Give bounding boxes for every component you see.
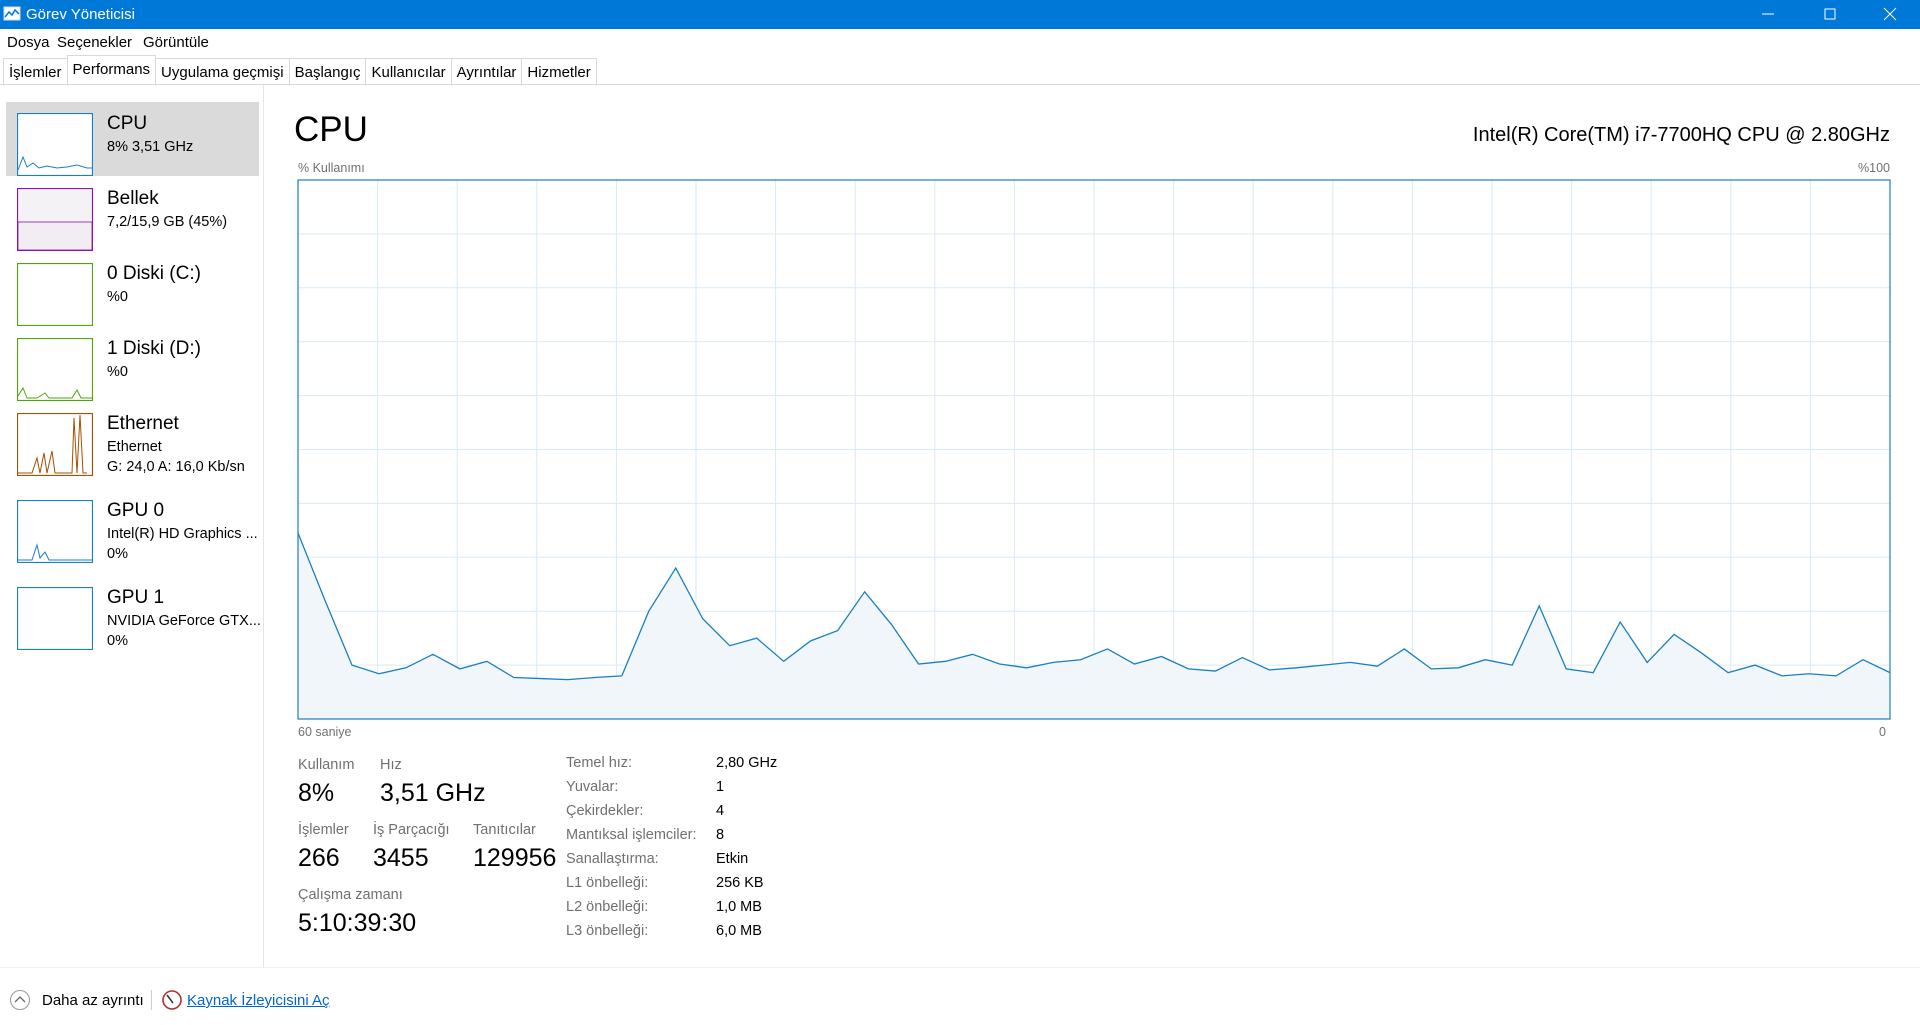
stat-label: Kullanım (298, 757, 355, 773)
stat-label: İş Parçacığı (373, 822, 450, 838)
resource-monitor-link[interactable]: Kaynak İzleyicisini Aç (187, 992, 330, 1009)
menu-item[interactable]: Görüntüle (143, 34, 209, 51)
spec-value: Etkin (716, 851, 749, 867)
tab-bar: İşlemler Performans Uygulama geçmişi Başlan… (3, 55, 597, 86)
thumbnail[interactable] (17, 500, 93, 563)
y-axis-label: % Kullanımı (298, 161, 365, 175)
menu-bar: Dosya Seçenekler Görüntüle (0, 29, 1920, 55)
sidebar-detail: G: 24,0 A: 16,0 Kb/sn (107, 459, 245, 475)
stat-value: 8% (298, 779, 335, 807)
spec-label: Mantıksal işlemciler: (566, 827, 697, 843)
tab[interactable]: Ayrıntılar (450, 58, 523, 86)
thumbnail[interactable] (17, 188, 93, 251)
usage-line (297, 532, 1891, 681)
menu-item[interactable]: Dosya (7, 34, 50, 51)
spec-value: 1,0 MB (716, 899, 762, 915)
less-details-icon[interactable] (9, 989, 31, 1011)
menu-item[interactable]: Seçenekler (57, 34, 133, 51)
footer-line (0, 967, 1920, 968)
spec-value: 256 KB (716, 875, 764, 891)
thumb-line (18, 543, 92, 561)
sidebar-detail: NVIDIA GeForce GTX... (107, 613, 261, 629)
stat-value: 266 (298, 844, 340, 872)
tab-line (0, 84, 1920, 85)
thumb-frame (17, 338, 93, 401)
app-icon (3, 6, 21, 21)
stat-label: Tanıtıcılar (473, 822, 536, 838)
thumbnail[interactable] (17, 263, 93, 326)
spec-value: 1 (716, 779, 725, 795)
tab[interactable]: Uygulama geçmişi (155, 58, 290, 86)
spec-value: 8 (716, 827, 725, 843)
spec-label: Yuvalar: (566, 779, 619, 795)
spec-label: Temel hız: (566, 755, 633, 771)
thumbnail[interactable] (17, 587, 93, 650)
thumbnail[interactable] (17, 338, 93, 401)
stat-label: Hız (380, 757, 402, 773)
y-max-label: %100 (1858, 161, 1890, 175)
sidebar-name[interactable]: 1 Diski (D:) (107, 338, 201, 359)
thumb-line (17, 155, 92, 171)
less-details[interactable]: Daha az ayrıntı (42, 992, 144, 1009)
stat-label: İşlemler (298, 822, 349, 838)
sidebar-name[interactable]: Ethernet (107, 413, 179, 434)
cpu-model: Intel(R) Core(TM) i7-7700HQ CPU @ 2.80GH… (1472, 124, 1890, 146)
thumb-frame (17, 587, 93, 650)
spec-label: L2 önbelleği: (566, 899, 649, 915)
spec-label: Çekirdekler: (566, 803, 644, 819)
tab[interactable]: Hizmetler (521, 58, 597, 86)
usage-area (298, 533, 1890, 719)
spec-label: Sanallaştırma: (566, 851, 659, 867)
stat-value: 129956 (473, 844, 557, 872)
tab[interactable]: Performans (66, 55, 157, 86)
separator (263, 85, 264, 967)
tab[interactable]: Başlangıç (288, 58, 367, 86)
spec-label: L3 önbelleği: (566, 923, 649, 939)
stat-value: 5:10:39:30 (298, 909, 417, 937)
thumb-line (18, 414, 87, 474)
stat-value: 3455 (373, 844, 429, 872)
thumb-frame (17, 263, 93, 326)
sidebar-detail: 8% 3,51 GHz (107, 139, 194, 155)
sidebar-detail: Intel(R) HD Graphics ... (107, 526, 258, 542)
spec-label: L1 önbelleği: (566, 875, 649, 891)
sidebar-detail: 0% (107, 633, 128, 649)
sidebar-name[interactable]: CPU (107, 113, 148, 134)
sidebar-detail: 0% (107, 546, 128, 562)
thumb-frame (17, 500, 93, 563)
thumbnail[interactable] (17, 413, 93, 476)
thumbnail[interactable] (17, 113, 93, 176)
cpu-graph: % Kullanımı %100 60 saniye 0 (297, 161, 1891, 739)
window-title: Görev Yöneticisi (26, 6, 135, 23)
tab[interactable]: Kullanıcılar (365, 58, 452, 86)
sidebar-detail: %0 (107, 364, 128, 380)
spec-value: 4 (716, 803, 725, 819)
x-right-label: 0 (1879, 725, 1886, 739)
title-bar: Görev Yöneticisi (0, 0, 1920, 29)
footer-divider (151, 990, 152, 1010)
sidebar-name[interactable]: GPU 1 (107, 587, 165, 608)
resource-monitor-icon[interactable] (161, 989, 183, 1011)
tab[interactable]: İşlemler (3, 58, 68, 86)
sidebar-detail: Ethernet (107, 439, 162, 455)
graph-frame (297, 179, 1891, 720)
main-title: CPU (294, 110, 368, 149)
sidebar-detail: 7,2/15,9 GB (45%) (107, 214, 228, 230)
spec-value: 6,0 MB (716, 923, 762, 939)
thumb-line (17, 386, 92, 399)
thumb-fill (17, 221, 93, 251)
window-controls[interactable] (1750, 0, 1920, 29)
spec-value: 2,80 GHz (716, 755, 778, 771)
sidebar-name[interactable]: GPU 0 (107, 500, 165, 521)
sidebar-detail: %0 (107, 289, 128, 305)
sidebar-name[interactable]: Bellek (107, 188, 159, 209)
stat-label: Çalışma zamanı (298, 887, 403, 903)
stat-value: 3,51 GHz (380, 779, 486, 807)
sidebar-name[interactable]: 0 Diski (C:) (107, 263, 201, 284)
x-left-label: 60 saniye (298, 725, 352, 739)
